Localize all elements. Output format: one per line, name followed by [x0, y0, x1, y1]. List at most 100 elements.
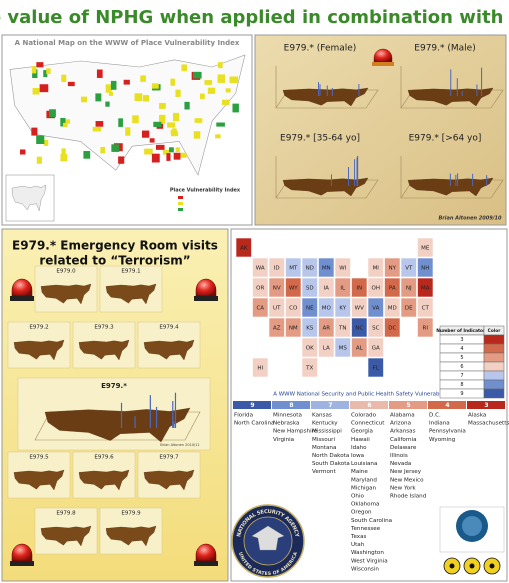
plot-base	[275, 89, 379, 109]
state: MN	[318, 257, 335, 278]
state-tile	[417, 317, 434, 338]
state: TX	[301, 357, 318, 378]
county-mark	[168, 147, 174, 153]
state-tile	[417, 237, 434, 258]
state: TN	[334, 317, 351, 338]
state: CO	[285, 297, 302, 318]
group-state: Washington	[351, 550, 384, 556]
county-mark	[167, 122, 176, 128]
legend-swatch	[178, 208, 183, 211]
state: NY	[384, 257, 401, 278]
county-mark	[105, 84, 112, 93]
county-mark	[125, 127, 131, 136]
county-mark	[36, 156, 42, 164]
group-state: Connecticut	[351, 421, 385, 427]
state-tile	[417, 257, 434, 278]
us-relief	[407, 177, 494, 197]
state: AZ	[268, 317, 285, 338]
state-tile	[351, 277, 368, 298]
county-mark	[36, 62, 44, 68]
county-mark	[141, 130, 150, 138]
siren	[11, 543, 33, 562]
state: ND	[301, 257, 318, 278]
county-mark	[222, 99, 230, 105]
group-state: Massachusetts	[468, 421, 509, 427]
state-tile	[318, 297, 335, 318]
group-state: Pennsylvania	[429, 429, 466, 435]
county-mark	[159, 114, 166, 124]
state-abbr: MO	[322, 306, 332, 312]
county-mark	[32, 87, 40, 95]
county-mark	[162, 149, 170, 155]
state-tile	[384, 317, 401, 338]
state: ID	[268, 257, 285, 278]
thumbnail-label: E979.0	[56, 269, 76, 275]
state-tile	[334, 297, 351, 318]
state-tile	[301, 277, 318, 298]
group-header	[272, 401, 310, 409]
legend-color	[483, 370, 505, 381]
us-relief	[407, 87, 494, 107]
thumbnail-label: E979.4	[159, 325, 179, 331]
state-abbr: RI	[423, 326, 429, 332]
state-abbr: CO	[289, 306, 298, 312]
state-tile	[384, 297, 401, 318]
county-mark	[46, 68, 51, 75]
group-state: Florida	[234, 413, 253, 419]
state-tile	[351, 317, 368, 338]
county-mark	[170, 78, 176, 86]
thumbnail-label: E979.9	[121, 511, 141, 517]
county-mark	[43, 70, 48, 78]
state: GA	[367, 337, 384, 358]
group-state: Mississippi	[312, 429, 342, 435]
us-relief	[13, 469, 65, 491]
state: PA	[384, 277, 401, 298]
state-abbr: WY	[289, 286, 298, 292]
us-relief	[13, 339, 65, 361]
group-state: West Virginia	[351, 558, 388, 564]
us-relief	[40, 283, 92, 305]
state-abbr: MN	[322, 266, 331, 272]
plot-base	[400, 179, 504, 199]
county-mark	[100, 146, 105, 154]
state: DC	[384, 317, 401, 338]
demographic-panel	[254, 34, 507, 226]
demographic-credit: Brian Altonen 2009/10	[438, 216, 502, 222]
county-mark	[65, 119, 71, 124]
county-mark	[166, 153, 171, 161]
thumbnail-label: E979.6	[94, 455, 114, 461]
county-mark	[95, 121, 104, 127]
county-mark	[144, 148, 153, 155]
state-abbr: IL	[340, 286, 346, 292]
group-state: Maryland	[351, 477, 377, 483]
state-tile	[235, 237, 252, 258]
group-state: North Dakota	[312, 453, 349, 459]
state-tile	[400, 277, 417, 298]
county-mark	[96, 69, 103, 78]
state-abbr: VA	[372, 306, 379, 312]
county-mark	[175, 147, 180, 153]
state-abbr: ME	[421, 246, 430, 252]
group-state: Texas	[350, 534, 367, 540]
thumbnail-label: E979.5	[29, 455, 49, 461]
state: OR	[252, 277, 269, 298]
county-mark	[199, 93, 205, 100]
state-tile	[318, 337, 335, 358]
state-abbr: SC	[372, 326, 379, 332]
state: MA	[417, 277, 434, 298]
group-state: Montana	[312, 445, 336, 451]
state: NC	[351, 317, 368, 338]
agency-logo-inner	[462, 516, 482, 536]
county-mark	[20, 149, 26, 155]
state: RI	[417, 317, 434, 338]
state-abbr: OK	[306, 346, 314, 352]
county-mark	[193, 131, 201, 139]
state: DE	[400, 297, 417, 318]
state-abbr: LA	[323, 346, 330, 352]
state-tile	[351, 337, 368, 358]
us-relief	[282, 177, 369, 197]
county-mark	[184, 101, 190, 110]
us-relief	[105, 283, 157, 305]
county-mark	[149, 138, 155, 143]
state: SD	[301, 277, 318, 298]
